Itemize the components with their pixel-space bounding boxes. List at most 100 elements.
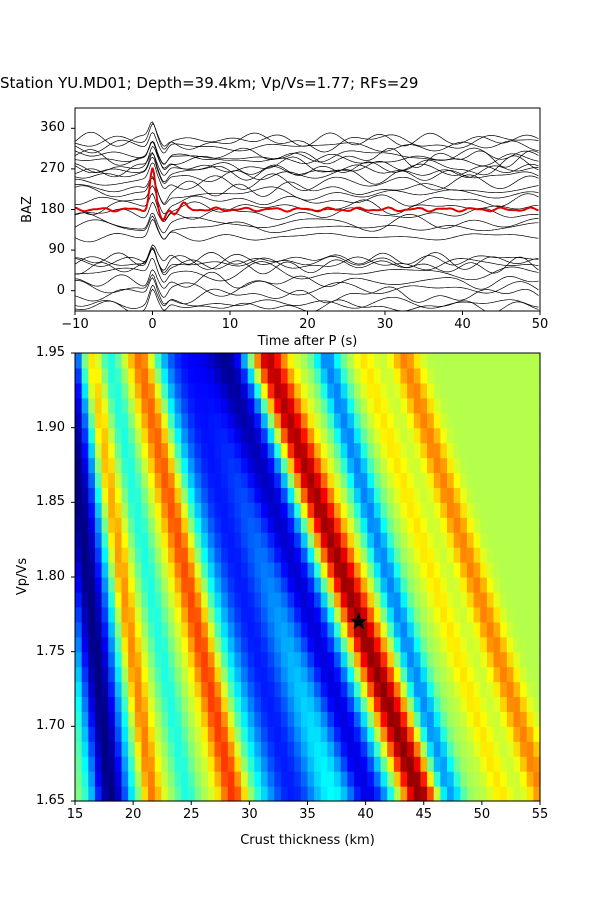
heatmap-cell: [347, 502, 355, 518]
heatmap-cell: [533, 353, 541, 369]
heatmap-cell: [473, 621, 481, 638]
heatmap-cell: [154, 562, 162, 578]
heatmap-cell: [460, 487, 468, 503]
heatmap-cell: [520, 651, 528, 668]
heatmap-cell: [520, 606, 528, 623]
heatmap-cell: [433, 502, 441, 518]
heatmap-cell: [407, 786, 415, 802]
heatmap-cell: [447, 532, 455, 548]
heatmap-cell: [274, 636, 282, 653]
heatmap-cell: [466, 442, 475, 459]
heatmap-cell: [347, 681, 355, 698]
heatmap-cell: [214, 741, 222, 757]
heatmap-cell: [440, 382, 448, 399]
heatmap-cell: [241, 651, 249, 668]
heatmap-cell: [287, 606, 295, 623]
heatmap-cell: [187, 397, 196, 414]
heatmap-cell: [533, 472, 541, 488]
heatmap-cell: [327, 353, 335, 369]
heatmap-cell: [420, 696, 428, 712]
heatmap-cell: [347, 532, 355, 548]
heatmap-cell: [466, 382, 475, 399]
heatmap-cell: [526, 681, 534, 698]
heatmap-cell: [201, 353, 209, 369]
heatmap-cell: [447, 353, 455, 369]
heatmap-cell: [453, 353, 461, 369]
heatmap-cell: [433, 397, 441, 414]
heatmap-cell: [121, 517, 129, 533]
heatmap-cell: [307, 771, 315, 787]
heatmap-cell: [533, 487, 541, 503]
heatmap-cell: [447, 442, 455, 459]
heatmap-cell: [413, 517, 422, 533]
heatmap-cell: [440, 771, 448, 787]
heatmap-cell: [427, 577, 435, 593]
heatmap-cell: [294, 353, 302, 369]
heatmap-cell: [440, 666, 448, 683]
heatmap-cell: [407, 696, 415, 712]
heatmap-cell: [420, 591, 428, 608]
heatmap-cell: [81, 353, 89, 369]
heatmap-cell: [407, 412, 415, 429]
heatmap-cell: [267, 786, 275, 802]
heatmap-cell: [194, 472, 202, 488]
heatmap-cell: [354, 502, 362, 518]
heatmap-cell: [453, 487, 461, 503]
heatmap-cell: [187, 726, 196, 742]
heatmap-cell: [307, 711, 315, 727]
heatmap-cell: [300, 517, 309, 533]
heatmap-cell: [480, 577, 488, 593]
heatmap-cell: [433, 786, 441, 802]
heatmap-cell: [227, 517, 236, 533]
heatmap-cell: [334, 532, 342, 548]
heatmap-cell: [187, 651, 196, 668]
heatmap-cell: [254, 681, 262, 698]
heatmap-cell: [121, 651, 129, 668]
heatmap-cell: [533, 367, 541, 384]
heatmap-cell: [393, 442, 402, 459]
heatmap-cell: [380, 532, 388, 548]
heatmap-cell: [427, 621, 435, 638]
heatmap-cell: [400, 681, 408, 698]
heatmap-cell: [334, 367, 342, 384]
heatmap-cell: [241, 562, 249, 578]
heatmap-cell: [141, 756, 149, 772]
rf-trace: [75, 269, 539, 290]
heatmap-cell: [134, 681, 143, 698]
heatmap-cell: [194, 532, 202, 548]
heatmap-cell: [221, 606, 229, 623]
heatmap-cell: [108, 771, 116, 787]
heatmap-cell: [360, 577, 368, 593]
heatmap-cell: [480, 382, 488, 399]
heatmap-cell: [134, 547, 143, 563]
heatmap-cell: [393, 651, 402, 668]
heatmap-cell: [506, 502, 515, 518]
heatmap-cell: [154, 397, 162, 414]
heatmap-cell: [413, 606, 422, 623]
heatmap-cell: [387, 562, 395, 578]
heatmap-cell: [413, 786, 422, 802]
heatmap-cell: [407, 442, 415, 459]
heatmap-cell: [108, 621, 116, 638]
heatmap-cell: [181, 771, 189, 787]
heatmap-cell: [214, 397, 222, 414]
heatmap-cell: [367, 457, 375, 474]
heatmap-cell: [267, 606, 275, 623]
heatmap-cell: [114, 726, 123, 742]
heatmap-cell: [480, 621, 488, 638]
heatmap-cell: [440, 427, 448, 444]
heatmap-cell: [241, 427, 249, 444]
heatmap-cell: [413, 412, 422, 429]
heatmap-cell: [121, 681, 129, 698]
heatmap-cell: [393, 562, 402, 578]
heatmap-cell: [393, 786, 402, 802]
heatmap-cell: [221, 741, 229, 757]
heatmap-cell: [300, 532, 309, 548]
heatmap-cell: [420, 606, 428, 623]
heatmap-cell: [187, 756, 196, 772]
heatmap-cell: [81, 741, 89, 757]
heatmap-cell: [493, 741, 501, 757]
heatmap-cell: [274, 711, 282, 727]
heatmap-cell: [261, 532, 269, 548]
heatmap-cell: [247, 577, 255, 593]
